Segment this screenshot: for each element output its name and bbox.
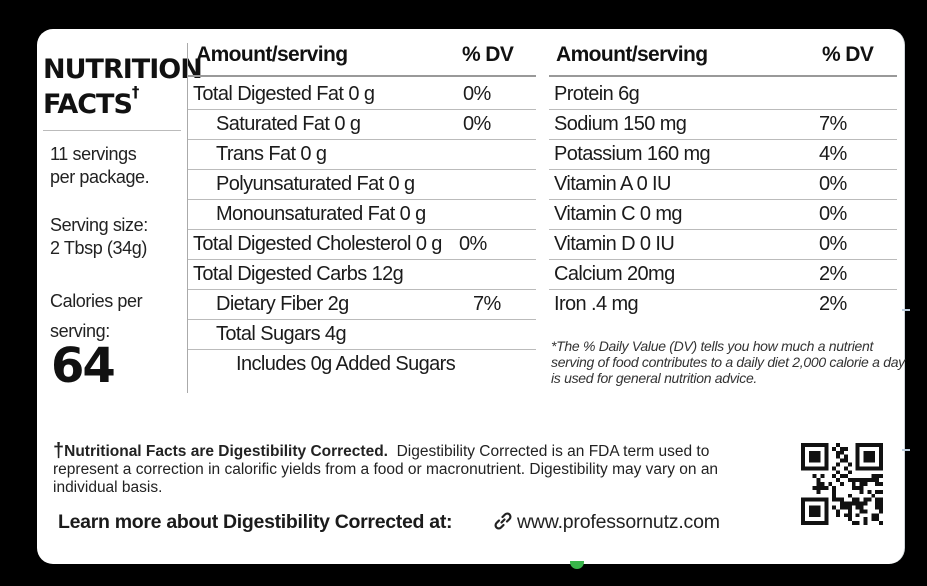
learn-more-text: Learn more about Digestibility Corrected…: [58, 511, 453, 533]
right-header-rule: [549, 75, 897, 77]
nutrient-dv: 0%: [463, 113, 491, 135]
daily-value-footnote: *The % Daily Value (DV) tells you how mu…: [551, 338, 905, 386]
nutrient-row: Potassium 160 mg 4%: [549, 139, 897, 170]
nutrient-dv: 0%: [459, 233, 487, 255]
nutrient-name: Saturated Fat 0 g: [216, 113, 361, 135]
calories-line-2: serving:: [50, 321, 110, 341]
nutrient-name: Protein 6g: [554, 83, 640, 105]
nutrient-row: Includes 0g Added Sugars: [188, 349, 536, 379]
calories-per-serving-label: Calories per serving:: [50, 286, 143, 346]
left-header-rule: [188, 75, 536, 77]
serving-size-line-1: Serving size:: [50, 215, 148, 235]
nutrient-row: Saturated Fat 0 g 0%: [188, 109, 536, 140]
nutrient-name: Vitamin D 0 IU: [554, 233, 675, 255]
nutrient-name: Total Digested Carbs 12g: [193, 263, 404, 285]
nutrient-row: Trans Fat 0 g: [188, 139, 536, 170]
calories-value: 64: [51, 338, 116, 394]
nutrient-name: Calcium 20mg: [554, 263, 675, 285]
digestibility-footnote: †Nutritional Facts are Digestibility Cor…: [53, 441, 773, 497]
nutrient-name: Vitamin A 0 IU: [554, 173, 671, 195]
nutrient-row: Polyunsaturated Fat 0 g: [188, 169, 536, 200]
column-divider: [187, 43, 188, 393]
nutrient-row: Protein 6g: [549, 79, 897, 110]
serving-size-line-2: 2 Tbsp (34g): [50, 238, 147, 258]
right-header-amount: Amount/serving: [556, 43, 708, 66]
footnote-bold-text: Nutritional Facts are Digestibility Corr…: [64, 443, 388, 460]
nutrient-dv: 7%: [473, 293, 501, 315]
nutrient-row: Vitamin A 0 IU 0%: [549, 169, 897, 200]
qr-code-icon[interactable]: [801, 443, 883, 525]
edge-mark: [902, 309, 910, 311]
nutrient-name: Total Digested Fat 0 g: [193, 83, 375, 105]
nutrient-row: Total Digested Carbs 12g: [188, 259, 536, 290]
nutrient-name: Iron .4 mg: [554, 293, 639, 315]
nutrient-dv: 0%: [463, 83, 491, 105]
nutrient-name: Trans Fat 0 g: [216, 143, 327, 165]
website-link[interactable]: www.professornutz.com: [493, 511, 720, 534]
nutrient-name: Vitamin C 0 mg: [554, 203, 683, 225]
green-tab: [570, 561, 584, 569]
nutrient-row: Vitamin D 0 IU 0%: [549, 229, 897, 260]
footnote-dagger: †: [53, 440, 65, 462]
nutrient-name: Total Sugars 4g: [216, 323, 347, 345]
nutrient-dv: 2%: [819, 263, 847, 285]
edge-mark: [902, 449, 910, 451]
serving-size: Serving size: 2 Tbsp (34g): [50, 214, 148, 260]
left-header-dv: % DV: [462, 43, 514, 66]
nutrient-dv: 4%: [819, 143, 847, 165]
servings-line-1: 11 servings: [50, 144, 137, 164]
nutrient-name: Potassium 160 mg: [554, 143, 711, 165]
servings-line-2: per package.: [50, 167, 150, 187]
nutrient-row: Total Digested Fat 0 g 0%: [188, 79, 536, 110]
nutrition-facts-title: NUTRITION FACTS†: [43, 54, 203, 120]
title-dagger: †: [131, 83, 139, 101]
title-line-2: FACTS: [43, 89, 133, 120]
nutrient-row: Dietary Fiber 2g 7%: [188, 289, 536, 320]
title-line-1: NUTRITION: [43, 54, 203, 85]
nutrient-dv: 0%: [819, 173, 847, 195]
nutrient-name: Polyunsaturated Fat 0 g: [216, 173, 415, 195]
nutrient-name: Sodium 150 mg: [554, 113, 687, 135]
left-header-amount: Amount/serving: [196, 43, 348, 66]
link-icon: [494, 512, 512, 530]
nutrient-row: Vitamin C 0 mg 0%: [549, 199, 897, 230]
nutrient-row: Calcium 20mg 2%: [549, 259, 897, 290]
nutrient-row: Monounsaturated Fat 0 g: [188, 199, 536, 230]
nutrient-dv: 7%: [819, 113, 847, 135]
nutrient-row: Total Sugars 4g: [188, 319, 536, 350]
nutrient-dv: 0%: [819, 233, 847, 255]
nutrient-name: Monounsaturated Fat 0 g: [216, 203, 426, 225]
nutrient-name: Includes 0g Added Sugars: [236, 353, 456, 375]
nutrition-label-card: NUTRITION FACTS† 11 servings per package…: [37, 29, 910, 564]
nutrient-row: Total Digested Cholesterol 0 g 0%: [188, 229, 536, 260]
nutrient-name: Dietary Fiber 2g: [216, 293, 349, 315]
nutrient-name: Total Digested Cholesterol 0 g: [193, 233, 442, 255]
nutrient-dv: 0%: [819, 203, 847, 225]
website-url[interactable]: www.professornutz.com: [517, 511, 720, 533]
right-header-dv: % DV: [822, 43, 874, 66]
nutrient-row: Sodium 150 mg 7%: [549, 109, 897, 140]
footnote-body-text: Digestibility Corrected is an FDA term u…: [53, 443, 719, 496]
nutrient-row: Iron .4 mg 2%: [549, 289, 897, 319]
sidebar-divider: [43, 130, 181, 131]
nutrient-dv: 2%: [819, 293, 847, 315]
calories-line-1: Calories per: [50, 291, 143, 311]
servings-per-package: 11 servings per package.: [50, 143, 150, 189]
